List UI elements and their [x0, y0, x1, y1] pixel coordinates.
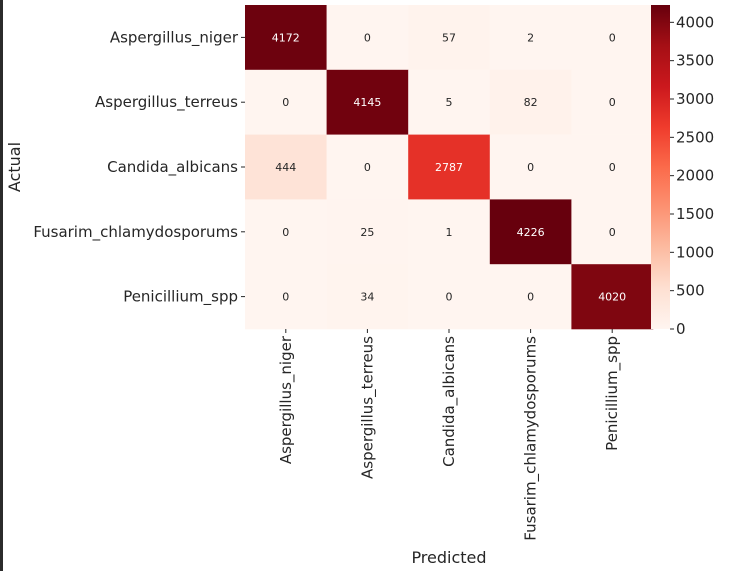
y-tick-label: Fusarim_chlamydosporums — [33, 223, 238, 242]
cell-value-label: 0 — [609, 161, 616, 174]
heatmap-cell — [245, 264, 327, 330]
colorbar-tick-label: 3000 — [676, 90, 714, 108]
cell-value-label: 0 — [282, 291, 289, 304]
heatmap-cell — [326, 134, 409, 200]
heatmap-cell — [571, 264, 654, 330]
cell-value-label: 4172 — [272, 31, 300, 44]
heatmap-cell — [245, 199, 327, 265]
heatmap-cell — [245, 69, 327, 135]
cell-value-label: 4020 — [598, 291, 626, 304]
heatmap-cell — [489, 199, 572, 265]
x-axis-title: Predicted — [411, 548, 486, 567]
cell-value-label: 0 — [609, 226, 616, 239]
cell-value-label: 4226 — [517, 226, 545, 239]
y-tick-label: Aspergillus_niger — [110, 28, 239, 47]
cell-value-label: 0 — [364, 161, 371, 174]
heatmap-cell — [326, 199, 409, 265]
cell-value-label: 5 — [446, 96, 453, 109]
x-tick-label: Candida_albicans — [440, 336, 459, 467]
heatmap-cell — [408, 264, 491, 330]
colorbar-tick-label: 1500 — [676, 205, 714, 223]
y-axis-title: Actual — [5, 142, 24, 192]
heatmap-cell — [326, 264, 409, 330]
colorbar-tick-label: 4000 — [676, 13, 714, 31]
cell-value-label: 0 — [609, 96, 616, 109]
x-tick-label: Aspergillus_niger — [277, 335, 296, 464]
heatmap-cell — [489, 264, 572, 330]
heatmap-cell — [408, 134, 491, 200]
heatmap-cell — [489, 134, 572, 200]
heatmap-cell — [408, 5, 491, 71]
y-tick-label: Penicillium_spp — [123, 288, 238, 307]
heatmap-cell — [489, 5, 572, 71]
cell-value-label: 0 — [446, 291, 453, 304]
heatmap-cell — [571, 69, 654, 135]
heatmap-cell — [489, 69, 572, 135]
cell-value-label: 2 — [527, 31, 534, 44]
y-tick-label: Candida_albicans — [107, 158, 238, 177]
cell-value-label: 25 — [360, 226, 374, 239]
cell-value-label: 0 — [609, 31, 616, 44]
colorbar-tick-label: 500 — [676, 282, 705, 300]
cell-value-label: 57 — [442, 31, 456, 44]
cell-value-label: 0 — [282, 226, 289, 239]
heatmap-cell — [245, 5, 327, 71]
cell-value-label: 1 — [446, 226, 453, 239]
x-tick-label: Fusarim_chlamydosporums — [522, 336, 541, 541]
colorbar-tick-label: 1000 — [676, 243, 714, 261]
heatmap-cell — [326, 69, 409, 135]
heatmap-cell — [571, 134, 654, 200]
heatmap-cell — [408, 69, 491, 135]
colorbar — [651, 5, 670, 329]
heatmap-cell — [245, 134, 327, 200]
heatmap-cell — [408, 199, 491, 265]
heatmap-cell — [326, 5, 409, 71]
window-edge — [0, 0, 3, 571]
colorbar-tick-label: 0 — [676, 320, 686, 338]
colorbar-tick-label: 2500 — [676, 128, 714, 146]
cell-value-label: 444 — [275, 161, 296, 174]
heatmap-cell — [571, 5, 654, 71]
colorbar-tick-label: 2000 — [676, 167, 714, 185]
cell-value-label: 2787 — [435, 161, 463, 174]
x-tick-label: Aspergillus_terreus — [358, 336, 377, 479]
cell-value-label: 82 — [524, 96, 538, 109]
colorbar-tick-label: 3500 — [676, 52, 714, 70]
x-tick-label: Penicillium_spp — [603, 336, 622, 451]
cell-value-label: 4145 — [353, 96, 381, 109]
y-tick-label: Aspergillus_terreus — [95, 93, 238, 112]
cell-value-label: 0 — [282, 96, 289, 109]
heatmap-cell — [571, 199, 654, 265]
cell-value-label: 0 — [527, 291, 534, 304]
cell-value-label: 34 — [360, 291, 374, 304]
cell-value-label: 0 — [364, 31, 371, 44]
cell-value-label: 0 — [527, 161, 534, 174]
